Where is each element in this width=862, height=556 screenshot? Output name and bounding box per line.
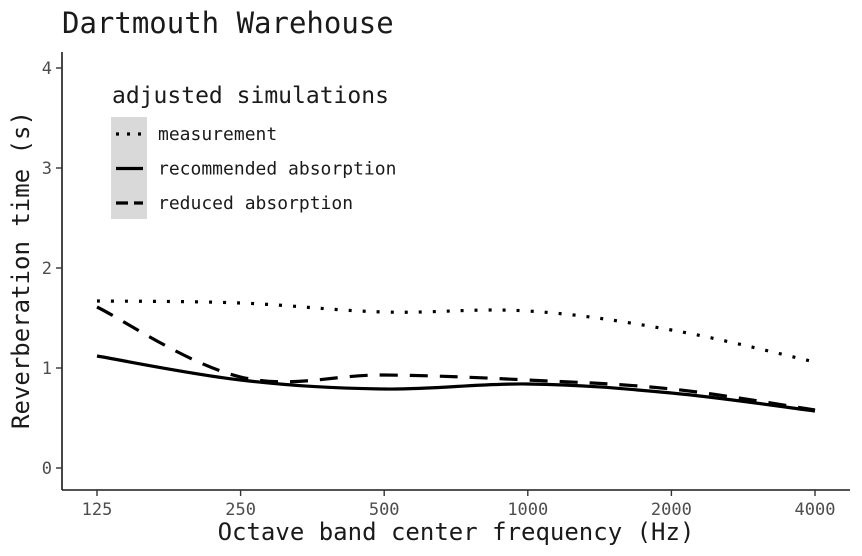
y-tick-label: 0 [42, 459, 52, 479]
x-ticks: 125 250 500 1000 2000 4000 [82, 490, 836, 520]
x-tick-label: 1000 [507, 500, 548, 520]
x-tick-label: 250 [225, 500, 256, 520]
legend-items: measurement recommended absorption reduced… [116, 124, 396, 214]
y-tick-label: 3 [42, 159, 52, 179]
x-tick-label: 2000 [651, 500, 692, 520]
x-tick-label: 125 [82, 500, 113, 520]
chart-title: Dartmouth Warehouse [62, 6, 394, 40]
series-line-reduced-absorption [96, 305, 816, 412]
y-tick-label: 4 [42, 59, 52, 79]
series-line-recommended-absorption [96, 354, 816, 413]
legend-label: reduced absorption [158, 193, 353, 214]
legend-title: adjusted simulations [112, 83, 389, 109]
legend-label: measurement [158, 124, 277, 145]
x-axis-title: Octave band center frequency (Hz) [218, 518, 695, 546]
plot-axes [61, 52, 850, 491]
y-axis-title: Reverberation time (s) [7, 111, 35, 429]
legend-label: recommended absorption [158, 159, 396, 180]
series-line-measurement [96, 299, 816, 364]
y-tick-label: 2 [42, 259, 52, 279]
y-tick-label: 1 [42, 359, 52, 379]
legend: adjusted simulations measurement recommen… [111, 83, 396, 219]
x-tick-label: 4000 [795, 500, 836, 520]
series-lines [96, 299, 816, 413]
x-tick-label: 500 [369, 500, 400, 520]
y-ticks: 0 1 2 3 4 [42, 59, 62, 479]
